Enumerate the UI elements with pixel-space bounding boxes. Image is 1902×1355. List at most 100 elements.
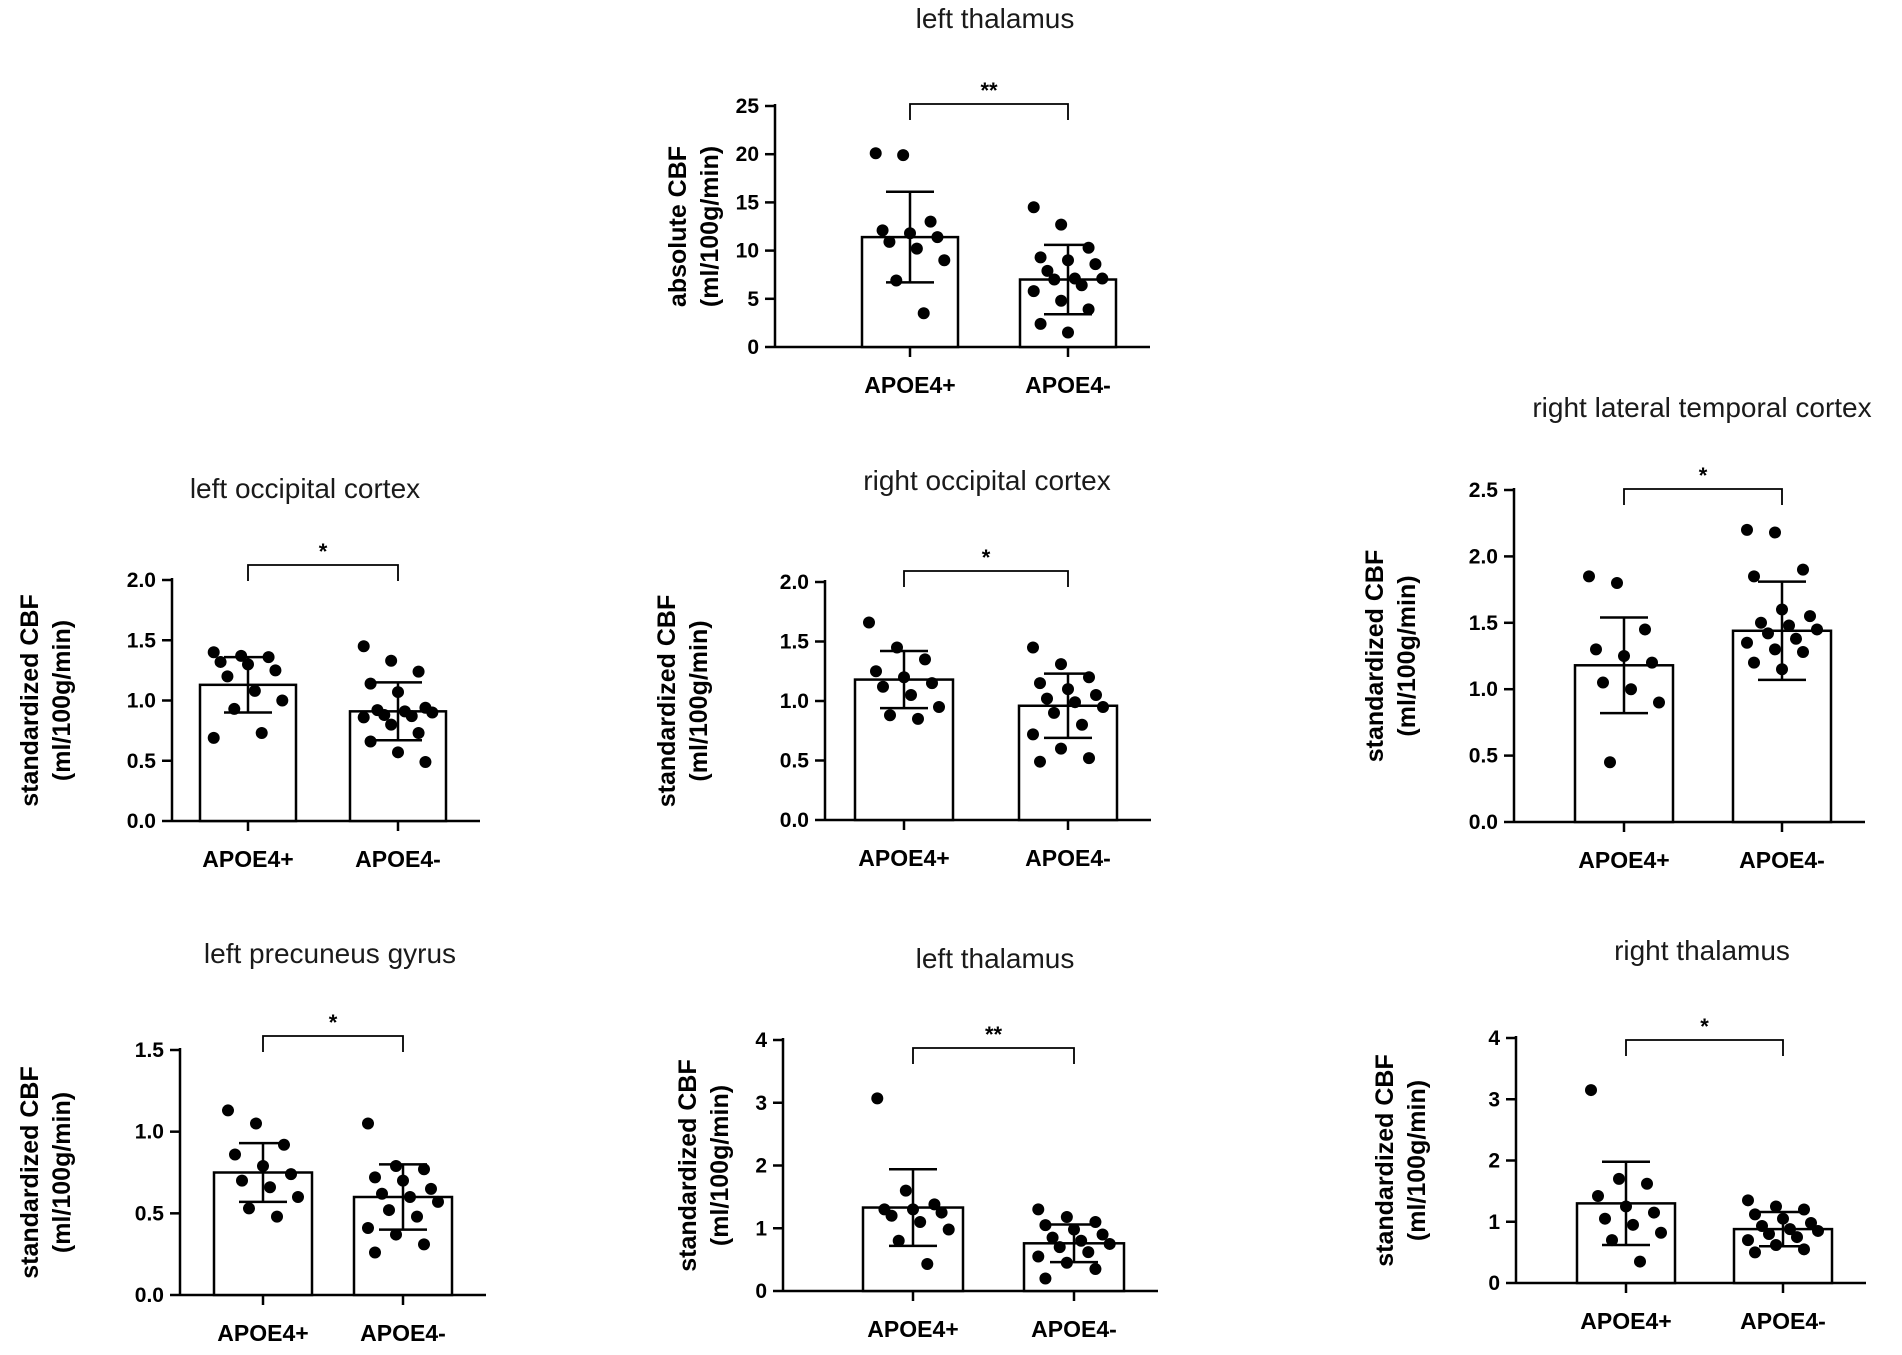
data-point [1784,1223,1796,1236]
data-point [1083,752,1095,765]
data-point [899,1184,912,1197]
data-point [248,684,261,697]
y-tick-label: 0.5 [135,1202,165,1225]
y-tick-label: 0.5 [127,750,157,773]
significance-label: * [329,1010,338,1035]
data-point [926,677,938,690]
data-point [919,653,931,666]
data-point [1791,1231,1803,1244]
data-point [1805,1216,1817,1229]
y-tick-label: 3 [755,1092,767,1115]
data-point [412,727,425,740]
data-point [419,755,432,768]
data-point [228,702,241,715]
data-point [362,1222,374,1235]
data-point [1055,742,1067,755]
chart-title: right occipital cortex [863,465,1110,496]
data-point [1032,1203,1045,1216]
data-point [897,149,910,162]
significance-label: * [982,545,991,570]
data-point [1055,294,1068,307]
data-point [931,231,944,244]
x-category-label: APOE4+ [858,845,949,871]
data-point [1590,643,1602,656]
data-point [917,307,930,320]
data-point [1611,576,1623,589]
data-point [1089,258,1102,271]
data-point [1798,1243,1810,1256]
data-point [276,694,289,707]
y-tick-label: 1.5 [127,629,157,652]
data-point [385,718,398,731]
data-point [891,641,903,654]
y-tick-label: 15 [736,191,760,214]
data-point [271,1210,283,1223]
data-point [1097,700,1109,713]
data-point [214,655,227,668]
data-point [1053,1241,1066,1254]
data-point [1777,1212,1789,1225]
data-point [1620,1200,1632,1213]
data-point [938,254,951,267]
data-point [1783,619,1795,632]
significance-label: * [319,539,328,564]
y-tick-label: 0 [1488,1272,1500,1295]
data-point [904,227,916,240]
data-point [912,712,924,725]
data-point [1798,1203,1810,1216]
data-point [404,1191,416,1203]
y-tick-label: 2 [755,1155,767,1178]
data-point [1604,756,1616,769]
x-category-label: APOE4+ [1578,847,1669,873]
data-point [898,671,910,684]
data-point [412,665,425,678]
data-point [933,700,945,713]
y-tick-label: 25 [736,95,760,118]
data-point [1625,683,1637,696]
y-tick-label: 0.0 [127,810,156,833]
y-axis-label: standardized CBF [653,595,681,808]
data-point [425,1182,437,1195]
y-tick-label: 0 [747,336,759,359]
data-point [376,1187,388,1200]
chart-panel-2: left occipital cortex standardized CBF (ml… [16,473,480,872]
data-point [1048,706,1060,719]
y-tick-label: 0 [755,1280,767,1303]
y-tick-label: 1.5 [1469,612,1499,635]
data-point [890,274,903,287]
data-point [390,1159,402,1172]
data-point [418,1238,430,1251]
data-point [1769,643,1781,656]
data-point [364,677,377,690]
significance-bracket [909,103,1069,120]
data-point [1762,627,1774,640]
data-point [1749,1208,1761,1221]
data-point [1055,658,1067,671]
data-point [892,1234,905,1247]
data-point [432,1195,444,1208]
data-point [1770,1200,1782,1213]
data-point [924,215,937,228]
data-point [1769,526,1781,539]
chart-panel-7: right thalamus standardized CBF (ml/100g/m… [1371,935,1866,1334]
data-point [362,1117,374,1130]
data-point [418,1163,430,1176]
y-tick-label: 20 [736,143,759,166]
data-point [1068,1223,1080,1236]
data-point [905,689,917,702]
data-point [870,665,882,678]
data-point [221,670,234,683]
data-point [255,727,268,740]
data-point [1083,671,1095,684]
data-point [1770,1239,1782,1252]
significance-label: * [1699,463,1708,488]
data-point [1062,683,1074,696]
x-category-label: APOE4+ [1580,1308,1671,1334]
x-category-label: APOE4- [360,1320,446,1346]
y-axis-label: standardized CBF [16,594,44,807]
data-point [1076,718,1088,731]
significance-bracket [1623,488,1783,505]
significance-label: * [1700,1014,1709,1039]
significance-bracket [912,1047,1075,1064]
data-point [1039,1272,1052,1285]
